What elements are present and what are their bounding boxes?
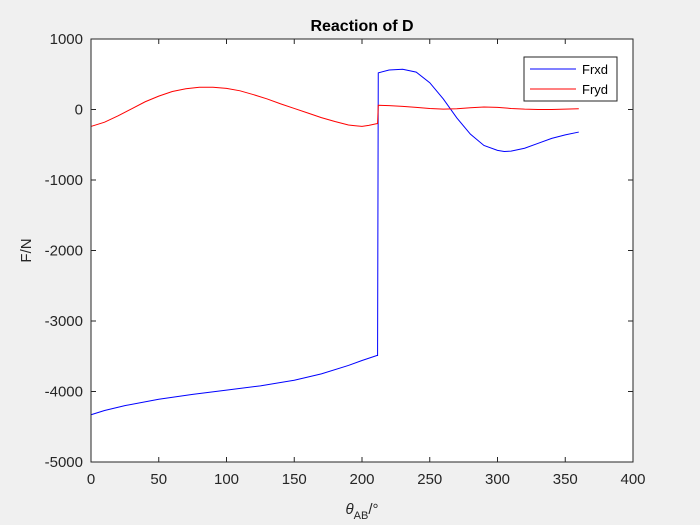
y-tick-label: -2000 (45, 243, 83, 260)
legend-label-fryd: Fryd (582, 82, 608, 97)
axes-layer: 0 50 100 150 200 250 300 350 400 -5000 -4000 -3000 -… (45, 31, 646, 488)
x-axis-label-main: θ (346, 501, 354, 518)
legend: Frxd Fryd (523, 56, 618, 102)
plot-area (91, 39, 633, 462)
series-line-fryd (90, 86, 579, 127)
x-axis-label-sub: AB (354, 510, 369, 522)
y-tick-label: -3000 (45, 313, 83, 330)
legend-label-frxd: Frxd (582, 62, 608, 77)
x-tick-label: 50 (150, 471, 167, 488)
y-tick-label: -4000 (45, 384, 83, 401)
x-tick-label: 200 (349, 471, 374, 488)
series-line-frxd (90, 68, 579, 416)
y-tick-label: -5000 (45, 454, 83, 471)
legend-box (523, 56, 618, 102)
y-tick-label: 0 (75, 102, 83, 119)
x-tick-label: 250 (417, 471, 442, 488)
x-tick-label: 350 (553, 471, 578, 488)
y-tick-label: -1000 (45, 172, 83, 189)
x-axis-label-tail: /° (368, 501, 378, 518)
x-tick-label: 400 (620, 471, 645, 488)
y-tick-label: 1000 (50, 31, 83, 48)
x-axis-label: θAB/° (346, 501, 379, 522)
y-axis-label: F/N (18, 238, 35, 262)
x-tick-label: 300 (485, 471, 510, 488)
x-tick-label: 0 (87, 471, 95, 488)
chart-title: Reaction of D (310, 18, 413, 35)
x-tick-label: 100 (214, 471, 239, 488)
x-tick-label: 150 (282, 471, 307, 488)
series-layer (90, 68, 579, 416)
